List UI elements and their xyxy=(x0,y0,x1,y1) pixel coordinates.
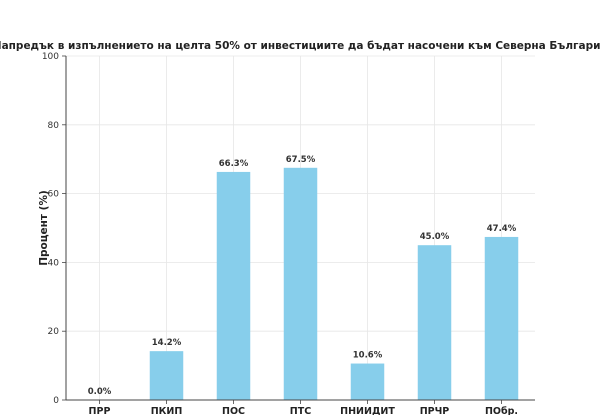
data-label: 10.6% xyxy=(353,351,383,361)
axes xyxy=(62,55,535,404)
x-tick-label: ПОС xyxy=(222,406,245,415)
y-tick-label: 0 xyxy=(53,396,59,406)
bar xyxy=(350,363,385,400)
bar xyxy=(484,236,519,400)
chart-title: Напредък в изпълнението на целта 50% от … xyxy=(0,40,600,52)
data-label: 14.2% xyxy=(152,338,182,348)
x-tick-label: ПТС xyxy=(290,406,311,415)
x-tick-label: ПКИП xyxy=(151,406,183,415)
x-tick-label: ПНИИДИТ xyxy=(340,406,395,415)
y-tick-labels: 0 20 40 60 80 100 xyxy=(42,52,59,406)
y-tick-label: 20 xyxy=(48,327,60,337)
bar xyxy=(216,171,251,400)
y-tick-label: 80 xyxy=(48,121,60,131)
data-labels: 0.0% 14.2% 66.3% 67.5% 10.6% 45.0% 47.4% xyxy=(88,155,517,397)
bar xyxy=(283,167,318,400)
x-tick-labels: ПРР ПКИП ПОС ПТС ПНИИДИТ ПРЧР ПОбр. xyxy=(89,406,518,415)
bar xyxy=(417,245,452,400)
x-tick-label: ПРЧР xyxy=(420,406,450,415)
y-tick-label: 40 xyxy=(48,258,60,268)
y-tick-label: 100 xyxy=(42,52,59,62)
bars xyxy=(149,167,519,400)
x-tick-label: ПРР xyxy=(89,406,111,415)
data-label: 45.0% xyxy=(420,232,450,242)
y-tick-label: 60 xyxy=(48,190,60,200)
data-label: 0.0% xyxy=(88,387,112,397)
y-axis-label: Процент (%) xyxy=(38,190,50,266)
x-tick-label: ПОбр. xyxy=(485,406,518,415)
bar xyxy=(149,351,184,400)
data-label: 67.5% xyxy=(286,155,316,165)
data-label: 66.3% xyxy=(219,159,249,169)
data-label: 47.4% xyxy=(487,224,517,234)
